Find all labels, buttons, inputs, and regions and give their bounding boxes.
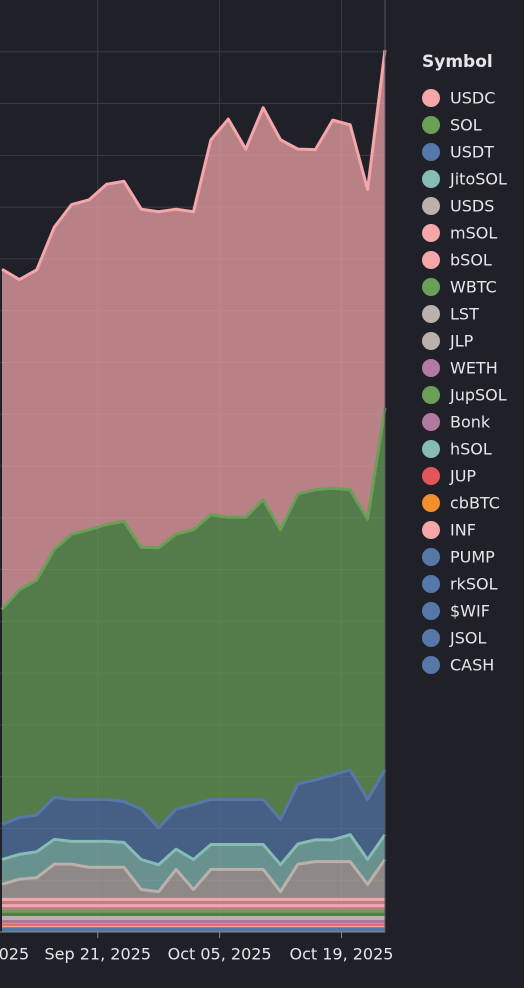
area <box>2 50 385 610</box>
legend-swatch <box>422 359 440 377</box>
legend-swatch <box>422 521 440 539</box>
legend-label: JUP <box>449 467 476 486</box>
legend-swatch <box>422 332 440 350</box>
legend-label: INF <box>450 521 476 540</box>
legend-swatch <box>422 116 440 134</box>
legend-label: USDS <box>450 197 494 216</box>
legend-swatch <box>422 170 440 188</box>
legend-label: WBTC <box>450 278 497 297</box>
legend-label: CASH <box>450 656 494 675</box>
legend-label: JitoSOL <box>449 170 507 189</box>
area-line <box>1 858 387 894</box>
legend-label: WETH <box>450 359 498 378</box>
area <box>2 911 385 918</box>
legend-label: SOL <box>450 116 482 135</box>
legend-label: LST <box>450 305 479 324</box>
x-tick-label: Oct 19, 2025 <box>289 945 393 964</box>
legend-swatch <box>422 575 440 593</box>
legend-swatch <box>422 278 440 296</box>
area-line <box>0 407 387 611</box>
area-line <box>1 768 387 830</box>
legend-swatch <box>422 440 440 458</box>
area-line <box>1 50 387 282</box>
legend-label: Bonk <box>450 413 491 432</box>
legend-label: cbBTC <box>450 494 500 513</box>
legend-swatch <box>422 494 440 512</box>
legend-label: USDC <box>450 89 495 108</box>
legend-swatch <box>422 386 440 404</box>
legend-swatch <box>422 143 440 161</box>
legend-swatch <box>422 89 440 107</box>
legend-swatch <box>422 305 440 323</box>
legend-swatch <box>422 548 440 566</box>
area <box>2 899 385 906</box>
legend-swatch <box>422 197 440 215</box>
legend-label: bSOL <box>450 251 492 270</box>
legend-label: USDT <box>450 143 494 162</box>
area-line <box>1 833 387 867</box>
legend-label: $WIF <box>450 602 490 621</box>
legend-label: JSOL <box>449 629 486 648</box>
legend-label: hSOL <box>450 440 492 459</box>
legend-label: JLP <box>449 332 474 351</box>
legend-label: PUMP <box>450 548 495 567</box>
legend-swatch <box>422 413 440 431</box>
legend-label: rkSOL <box>450 575 498 594</box>
legend-title: Symbol <box>422 52 493 72</box>
legend-swatch <box>422 224 440 242</box>
x-tick-label: Oct 05, 2025 <box>168 945 272 964</box>
legend-swatch <box>422 602 440 620</box>
legend-swatch <box>422 467 440 485</box>
x-tick-label: Sep 07, 2025 <box>0 945 29 964</box>
legend-swatch <box>422 251 440 269</box>
legend: Symbol USDC SOL USDT JitoSOL USDS mSOL bSOL WBT… <box>422 52 507 675</box>
legend-label: mSOL <box>450 224 497 243</box>
legend-swatch <box>422 629 440 647</box>
x-tick-label: Sep 21, 2025 <box>45 945 152 964</box>
plot-area: Sep 07, 2025 Sep 21, 2025 Oct 05, 2025 Oct … <box>0 0 393 964</box>
area <box>2 859 385 900</box>
legend-swatch <box>422 656 440 674</box>
legend-label: JupSOL <box>449 386 507 405</box>
